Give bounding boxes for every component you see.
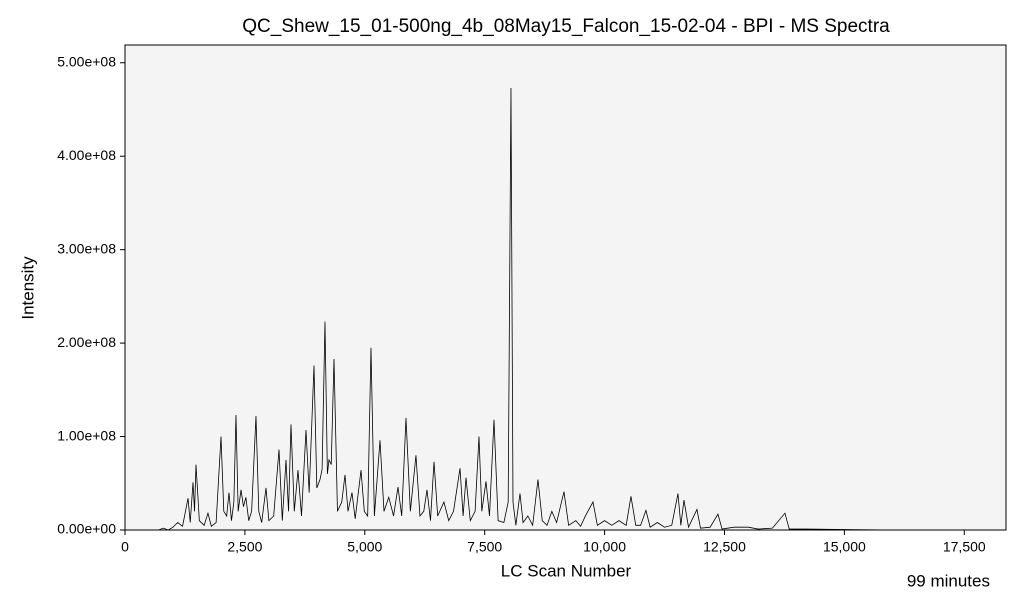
chart-title: QC_Shew_15_01-500ng_4b_08May15_Falcon_15… xyxy=(242,16,890,37)
y-axis-label: Intensity xyxy=(18,256,37,320)
y-tick-label: 0.00e+00 xyxy=(57,521,116,537)
x-tick-label: 12,500 xyxy=(703,539,746,555)
y-tick-label: 1.00e+08 xyxy=(57,427,116,443)
x-tick-label: 10,000 xyxy=(583,539,626,555)
annotation: 99 minutes xyxy=(907,571,990,590)
y-tick-label: 5.00e+08 xyxy=(57,53,116,69)
y-tick-label: 4.00e+08 xyxy=(57,147,116,163)
x-axis-label: LC Scan Number xyxy=(501,561,632,580)
spectrum-line xyxy=(125,87,989,531)
x-tick-label: 2,500 xyxy=(227,539,262,555)
x-tick-label: 5,000 xyxy=(347,539,382,555)
plot-area xyxy=(124,44,1007,531)
x-tick-label: 17,500 xyxy=(943,539,986,555)
x-tick-label: 7,500 xyxy=(467,539,502,555)
y-tick-label: 2.00e+08 xyxy=(57,334,116,350)
x-tick-label: 15,000 xyxy=(823,539,866,555)
y-tick-label: 3.00e+08 xyxy=(57,240,116,256)
x-tick-label: 0 xyxy=(121,539,129,555)
